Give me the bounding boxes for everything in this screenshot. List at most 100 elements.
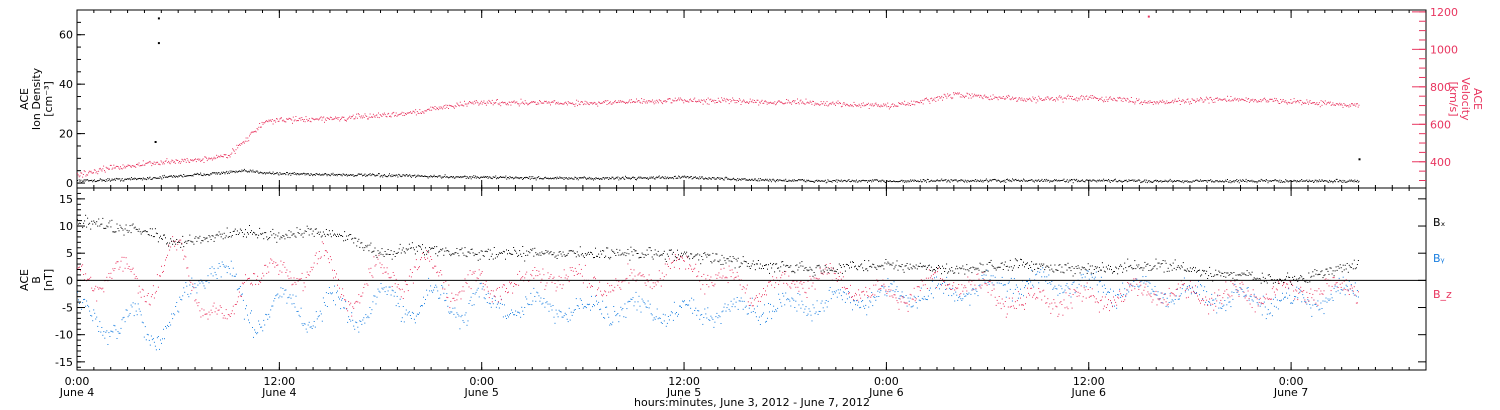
velocity-point [875,102,877,104]
density-point [695,177,697,179]
b-point [919,300,921,302]
b-point [1271,315,1273,317]
density-point [116,178,118,180]
b-point [1178,298,1180,300]
b-point [802,304,804,306]
velocity-point [946,97,948,99]
density-point [397,176,399,178]
b-point [251,310,252,312]
density-point [163,174,165,176]
velocity-point [432,107,434,109]
velocity-point [860,106,862,108]
b-point [107,344,109,345]
density-point [393,174,395,176]
b-point [869,300,871,302]
velocity-point [937,99,939,101]
b-point [511,282,512,284]
b-point [367,284,369,286]
velocity-point [823,101,825,103]
b-point [551,281,553,283]
velocity-point [871,105,873,107]
velocity-point [177,159,179,161]
b-point [148,339,150,341]
velocity-point [579,104,581,106]
velocity-point [236,144,238,146]
velocity-point [861,103,863,105]
velocity-point [1299,99,1301,101]
velocity-point [899,103,901,105]
b-point [343,295,345,297]
density-point [481,176,483,178]
density-point [425,176,427,177]
density-point [533,178,535,180]
velocity-point [255,131,257,133]
b-point [896,286,898,288]
density-point [638,176,640,178]
velocity-point [449,105,451,107]
velocity-point [1079,97,1081,99]
density-point [827,179,829,181]
velocity-point [891,104,893,105]
density-point [579,177,581,179]
b-point [1323,313,1325,315]
density-point [1230,182,1232,184]
density-point [855,181,857,183]
velocity-point [926,97,927,99]
density-point [186,175,188,177]
velocity-point [125,165,127,167]
velocity-point [1302,101,1304,103]
b-point [865,304,867,306]
b-point [466,324,468,326]
velocity-point [356,117,358,119]
b-point [895,289,897,291]
velocity-point [919,102,921,104]
b-point [1222,305,1224,307]
density-point [1227,179,1228,180]
density-point [304,174,306,176]
b-point [392,290,394,292]
b-point [831,291,833,293]
b-point [399,298,401,300]
density-point [324,173,326,174]
density-point [625,177,627,178]
b-point [1073,281,1075,283]
b-point [948,294,950,296]
b-point [914,297,916,298]
b-point [577,272,579,274]
velocity-point [1057,99,1059,101]
velocity-point [1176,101,1178,103]
b-point [93,290,95,292]
b-point [597,303,598,305]
velocity-point [1203,101,1205,103]
density-point [620,178,622,180]
density-point [853,181,855,183]
density-point [468,177,470,179]
b-point [1108,291,1109,293]
b-point [1094,276,1096,278]
b-point [593,277,594,279]
velocity-point [915,101,917,103]
series-b2 [77,236,1359,320]
velocity-point [1196,98,1198,100]
b-point [373,295,375,297]
velocity-point [238,143,240,145]
velocity-point [166,158,168,160]
density-point [1095,180,1097,182]
velocity-point [1039,97,1040,99]
velocity-point [986,97,988,99]
b-point [1059,293,1061,294]
density-point [1166,180,1168,182]
b-point [908,300,910,302]
velocity-point [466,105,468,107]
b-point [238,287,240,289]
b-point [492,290,494,292]
density-point [561,177,562,179]
density-point [710,178,712,180]
b-point [773,305,775,307]
b-point [1030,281,1032,283]
density-point [1350,180,1352,182]
velocity-point [109,168,110,170]
velocity-point [1356,103,1357,105]
velocity-point [1336,103,1338,105]
b-point [738,300,740,302]
